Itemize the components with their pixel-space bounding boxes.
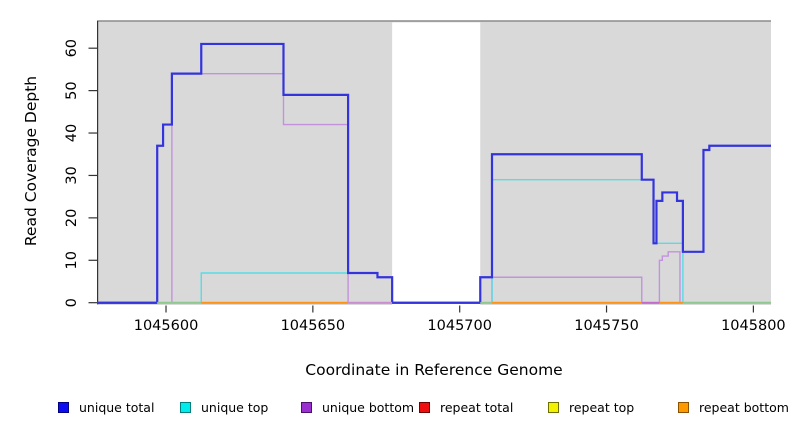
legend-swatch-repeat-top: [548, 402, 559, 413]
legend-swatch-unique-total: [58, 402, 69, 413]
x-tick-label: 1045800: [721, 318, 786, 334]
legend-swatch-repeat-bottom: [678, 402, 689, 413]
y-axis-title: Read Coverage Depth: [22, 75, 40, 247]
legend-label: unique total: [79, 400, 155, 415]
x-tick-label: 1045750: [574, 318, 639, 334]
no-data-band: [392, 22, 481, 306]
legend-label: unique top: [201, 400, 269, 415]
y-tick-label: 40: [64, 124, 80, 142]
legend-item-repeat-total: repeat total: [419, 400, 513, 415]
legend-label: repeat total: [440, 400, 514, 415]
x-tick-label: 1045600: [134, 318, 199, 334]
y-tick-label: 20: [64, 209, 80, 227]
y-tick-label: 60: [64, 39, 80, 57]
legend-label: repeat top: [569, 400, 635, 415]
y-tick-label: 0: [64, 298, 80, 307]
legend-swatch-unique-bottom: [301, 402, 312, 413]
series-line-unique-total: [97, 42, 771, 304]
legend-item-repeat-bottom: repeat bottom: [678, 400, 789, 415]
legend-swatch-unique-top: [180, 402, 191, 413]
legend-item-unique-bottom: unique bottom: [301, 400, 414, 415]
legend-item-unique-total: unique total: [58, 400, 154, 415]
x-tick-label: 1045650: [281, 318, 346, 334]
legend-swatch-repeat-total: [419, 402, 430, 413]
legend-label: unique bottom: [322, 400, 415, 415]
legend-item-unique-top: unique top: [180, 400, 268, 415]
y-tick-label: 10: [64, 251, 80, 269]
y-tick-label: 50: [64, 81, 80, 99]
y-tick-label: 30: [64, 166, 80, 184]
x-axis-title: Coordinate in Reference Genome: [305, 361, 563, 379]
legend-item-repeat-top: repeat top: [548, 400, 634, 415]
legend-label: repeat bottom: [699, 400, 789, 415]
x-tick-label: 1045700: [427, 318, 492, 334]
